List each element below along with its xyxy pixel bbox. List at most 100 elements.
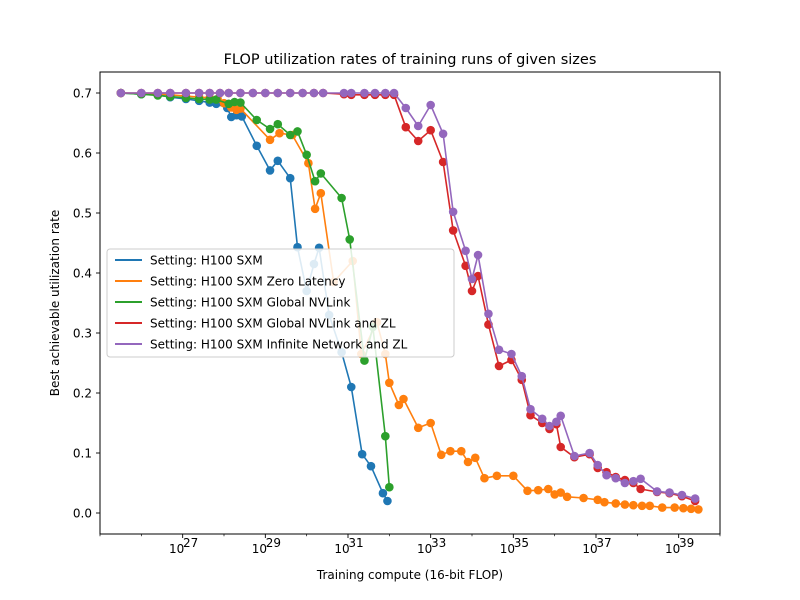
data-point xyxy=(318,88,328,98)
data-point xyxy=(378,488,388,498)
data-point xyxy=(507,349,516,359)
data-point xyxy=(265,124,275,134)
data-point xyxy=(436,450,446,460)
data-point xyxy=(679,503,688,513)
data-point xyxy=(579,493,588,503)
data-point xyxy=(657,503,667,512)
data-point xyxy=(484,309,493,319)
data-point xyxy=(248,88,258,98)
data-point xyxy=(509,471,518,481)
data-point xyxy=(236,88,245,98)
data-point xyxy=(686,504,696,514)
legend: Setting: H100 SXM Setting: H100 SXM Zero … xyxy=(106,248,455,358)
series-5 xyxy=(116,88,700,503)
data-point xyxy=(645,501,655,511)
y-tick-label: 0.0 xyxy=(73,506,92,520)
data-point xyxy=(446,446,455,456)
legend-item: Setting: H100 SXM Global NVLink xyxy=(115,295,350,309)
data-point xyxy=(346,88,356,98)
data-point xyxy=(293,127,302,136)
data-point xyxy=(285,88,295,98)
data-point xyxy=(252,141,262,151)
x-tick-exponent: 37 xyxy=(596,536,611,550)
data-point xyxy=(543,484,553,494)
data-point xyxy=(252,115,262,125)
data-point xyxy=(517,371,527,381)
data-point xyxy=(309,88,319,98)
data-point xyxy=(211,95,221,104)
data-point xyxy=(456,446,466,456)
data-point xyxy=(570,451,579,461)
data-point xyxy=(381,431,390,441)
data-point xyxy=(611,499,621,508)
data-point xyxy=(426,100,435,110)
x-tick-label: 10 xyxy=(169,542,184,556)
data-point xyxy=(215,88,225,98)
data-point xyxy=(401,103,411,113)
legend-item: Setting: H100 SXM Global NVLink and ZL xyxy=(115,316,396,330)
data-point xyxy=(389,88,399,98)
data-point xyxy=(261,88,270,98)
data-point xyxy=(165,88,175,98)
data-point xyxy=(394,400,404,410)
x-tick-label: 10 xyxy=(417,542,432,556)
y-tick-label: 0.6 xyxy=(73,146,92,160)
data-point xyxy=(337,193,346,203)
data-point xyxy=(637,501,647,511)
y-tick-label: 0.3 xyxy=(73,326,92,340)
x-axis-label: Training compute (16-bit FLOP) xyxy=(316,568,503,582)
data-point xyxy=(116,88,126,98)
data-point xyxy=(533,485,543,495)
x-tick-exponent: 31 xyxy=(348,536,363,550)
legend-label: Setting: H100 SXM Infinite Network and Z… xyxy=(150,337,408,351)
legend-label: Setting: H100 SXM Zero Latency xyxy=(150,274,345,288)
data-point xyxy=(385,378,394,388)
data-point xyxy=(273,156,283,166)
data-point xyxy=(224,88,234,98)
data-point xyxy=(448,226,458,235)
data-point xyxy=(593,460,603,470)
data-point xyxy=(463,457,473,467)
data-point xyxy=(426,418,435,428)
data-point xyxy=(438,129,448,139)
data-point xyxy=(370,88,380,98)
data-point xyxy=(298,88,307,98)
data-point xyxy=(470,453,480,463)
data-point xyxy=(413,423,423,433)
data-point xyxy=(585,448,594,458)
data-point xyxy=(316,169,326,178)
data-point xyxy=(381,88,390,98)
x-tick-label: 10 xyxy=(334,542,349,556)
data-point xyxy=(236,98,245,107)
data-point xyxy=(275,128,284,138)
data-point xyxy=(636,484,645,494)
y-tick-label: 0.1 xyxy=(73,446,92,460)
data-point xyxy=(345,235,355,244)
data-point xyxy=(137,88,146,98)
series-line xyxy=(120,92,696,500)
y-tick-label: 0.7 xyxy=(73,86,92,100)
data-point xyxy=(665,488,674,497)
data-point xyxy=(556,488,566,497)
y-axis: 0.0 0.1 0.2 0.3 0.4 0.5 0.6 0.7 xyxy=(73,86,100,520)
data-point xyxy=(285,130,295,140)
data-point xyxy=(413,121,423,131)
data-point xyxy=(366,461,376,471)
data-point xyxy=(480,473,489,483)
data-point xyxy=(677,490,687,500)
data-point xyxy=(302,150,311,160)
data-point xyxy=(494,361,504,371)
data-point xyxy=(316,188,326,198)
x-tick-label: 10 xyxy=(665,542,680,556)
data-point xyxy=(611,473,621,483)
data-point xyxy=(593,495,603,505)
data-point xyxy=(265,166,275,175)
data-point xyxy=(629,476,638,486)
data-point xyxy=(205,88,214,98)
data-point xyxy=(205,95,214,104)
x-tick-exponent: 33 xyxy=(431,536,446,550)
legend-box xyxy=(106,248,455,358)
data-point xyxy=(556,442,566,452)
data-point xyxy=(620,478,630,488)
